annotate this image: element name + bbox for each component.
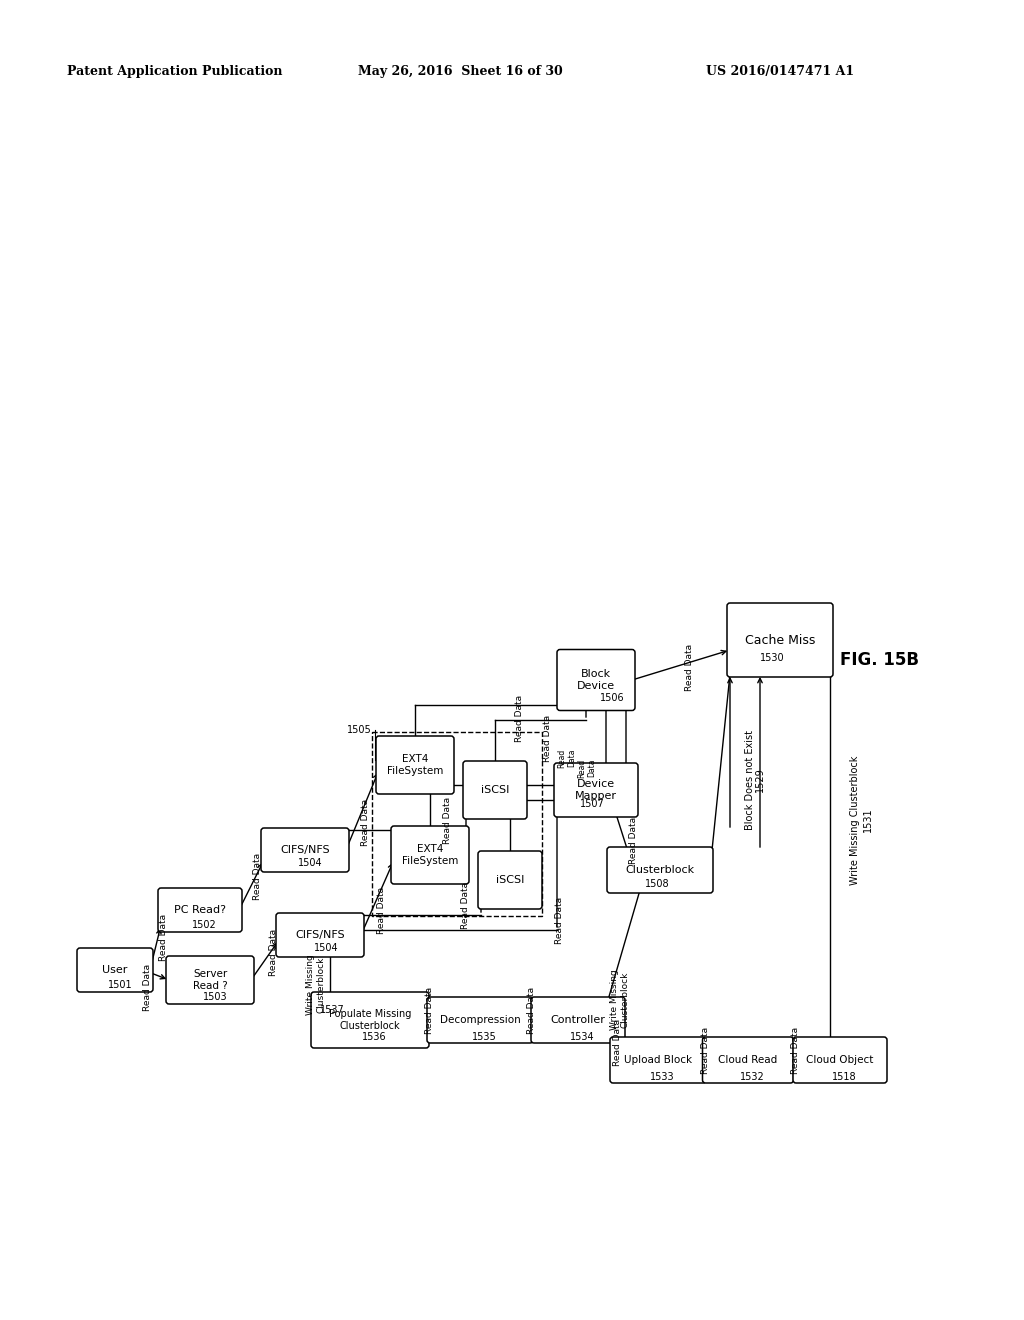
FancyBboxPatch shape [607, 847, 713, 894]
Text: 1535: 1535 [472, 1032, 497, 1041]
Text: Read Data: Read Data [378, 887, 386, 933]
FancyBboxPatch shape [557, 649, 635, 710]
Text: 1518: 1518 [831, 1072, 857, 1082]
Text: Read
Data: Read Data [557, 748, 577, 768]
FancyBboxPatch shape [793, 1038, 887, 1082]
FancyBboxPatch shape [427, 997, 534, 1043]
Text: Read Data: Read Data [461, 882, 469, 928]
Text: Read Data: Read Data [159, 913, 168, 961]
Text: Read Data: Read Data [426, 986, 434, 1034]
Text: iSCSI: iSCSI [481, 785, 509, 795]
Text: Clusterblock: Clusterblock [626, 865, 694, 875]
Text: Read Data: Read Data [544, 714, 553, 762]
Text: Read Data: Read Data [555, 896, 564, 944]
Text: Read Data: Read Data [254, 853, 262, 899]
FancyBboxPatch shape [311, 993, 429, 1048]
FancyBboxPatch shape [478, 851, 542, 909]
Text: May 26, 2016  Sheet 16 of 30: May 26, 2016 Sheet 16 of 30 [357, 66, 562, 78]
FancyBboxPatch shape [531, 997, 625, 1043]
Text: Read Data: Read Data [685, 643, 694, 690]
Text: Read Data: Read Data [268, 928, 278, 975]
Text: 1501: 1501 [108, 979, 133, 990]
Text: Read Data: Read Data [792, 1027, 801, 1073]
Text: Read Data: Read Data [629, 817, 638, 863]
Text: 1507: 1507 [580, 799, 605, 809]
Text: Read Data: Read Data [613, 1019, 623, 1065]
Text: 1530: 1530 [760, 653, 784, 663]
Text: 1531: 1531 [863, 808, 873, 833]
Text: 1504: 1504 [314, 942, 339, 953]
FancyBboxPatch shape [610, 1038, 706, 1082]
FancyBboxPatch shape [702, 1038, 794, 1082]
FancyBboxPatch shape [77, 948, 153, 993]
FancyBboxPatch shape [727, 603, 833, 677]
Text: Read Data: Read Data [515, 694, 524, 742]
Text: Upload Block: Upload Block [624, 1055, 692, 1065]
Text: Controller: Controller [551, 1015, 605, 1026]
Text: Read Data: Read Data [443, 796, 453, 843]
Text: 1502: 1502 [193, 920, 217, 931]
Text: Read
Data: Read Data [578, 759, 597, 777]
Text: Decompression: Decompression [439, 1015, 520, 1026]
Text: CIFS/NFS: CIFS/NFS [295, 931, 345, 940]
Text: 1503: 1503 [203, 993, 227, 1002]
Text: Write Missing
Clusterblock: Write Missing Clusterblock [306, 954, 326, 1015]
FancyBboxPatch shape [376, 737, 454, 795]
Text: User: User [102, 965, 128, 975]
Text: 1537: 1537 [319, 1005, 344, 1015]
Text: 1532: 1532 [740, 1072, 765, 1082]
Text: Populate Missing
Clusterblock: Populate Missing Clusterblock [329, 1010, 412, 1031]
Text: Cache Miss: Cache Miss [744, 634, 815, 647]
Text: US 2016/0147471 A1: US 2016/0147471 A1 [706, 66, 854, 78]
Text: 1536: 1536 [362, 1032, 387, 1041]
Text: Write Missing Clusterblock: Write Missing Clusterblock [850, 755, 860, 884]
Text: EXT4
FileSystem: EXT4 FileSystem [387, 754, 443, 776]
FancyBboxPatch shape [158, 888, 242, 932]
Text: FIG. 15B: FIG. 15B [841, 651, 920, 669]
Text: 1506: 1506 [600, 693, 625, 704]
FancyBboxPatch shape [463, 762, 527, 818]
Text: 1504: 1504 [298, 858, 323, 869]
Text: 1533: 1533 [650, 1072, 675, 1082]
Text: Read Data: Read Data [361, 799, 371, 846]
FancyBboxPatch shape [554, 763, 638, 817]
FancyBboxPatch shape [166, 956, 254, 1005]
Text: Device
Mapper: Device Mapper [575, 779, 617, 801]
Text: Read Data: Read Data [143, 964, 153, 1011]
Text: Block Does not Exist: Block Does not Exist [745, 730, 755, 830]
Text: Write Missing
Clusterblock: Write Missing Clusterblock [610, 970, 630, 1031]
Text: 1534: 1534 [570, 1032, 595, 1041]
Text: Patent Application Publication: Patent Application Publication [68, 66, 283, 78]
Text: 1508: 1508 [645, 879, 670, 888]
Text: Cloud Read: Cloud Read [719, 1055, 777, 1065]
Text: Cloud Object: Cloud Object [806, 1055, 873, 1065]
Text: EXT4
FileSystem: EXT4 FileSystem [401, 845, 458, 866]
Text: Block
Device: Block Device [577, 669, 615, 690]
FancyBboxPatch shape [391, 826, 469, 884]
Text: 1529: 1529 [755, 768, 765, 792]
Text: iSCSI: iSCSI [496, 875, 524, 884]
Text: Read Data: Read Data [527, 986, 537, 1034]
Text: CIFS/NFS: CIFS/NFS [281, 845, 330, 855]
FancyBboxPatch shape [276, 913, 364, 957]
Text: Server
Read ?: Server Read ? [193, 969, 227, 991]
Text: PC Read?: PC Read? [174, 906, 226, 915]
Text: 1505: 1505 [347, 725, 372, 735]
Text: Read Data: Read Data [700, 1027, 710, 1073]
FancyBboxPatch shape [261, 828, 349, 873]
